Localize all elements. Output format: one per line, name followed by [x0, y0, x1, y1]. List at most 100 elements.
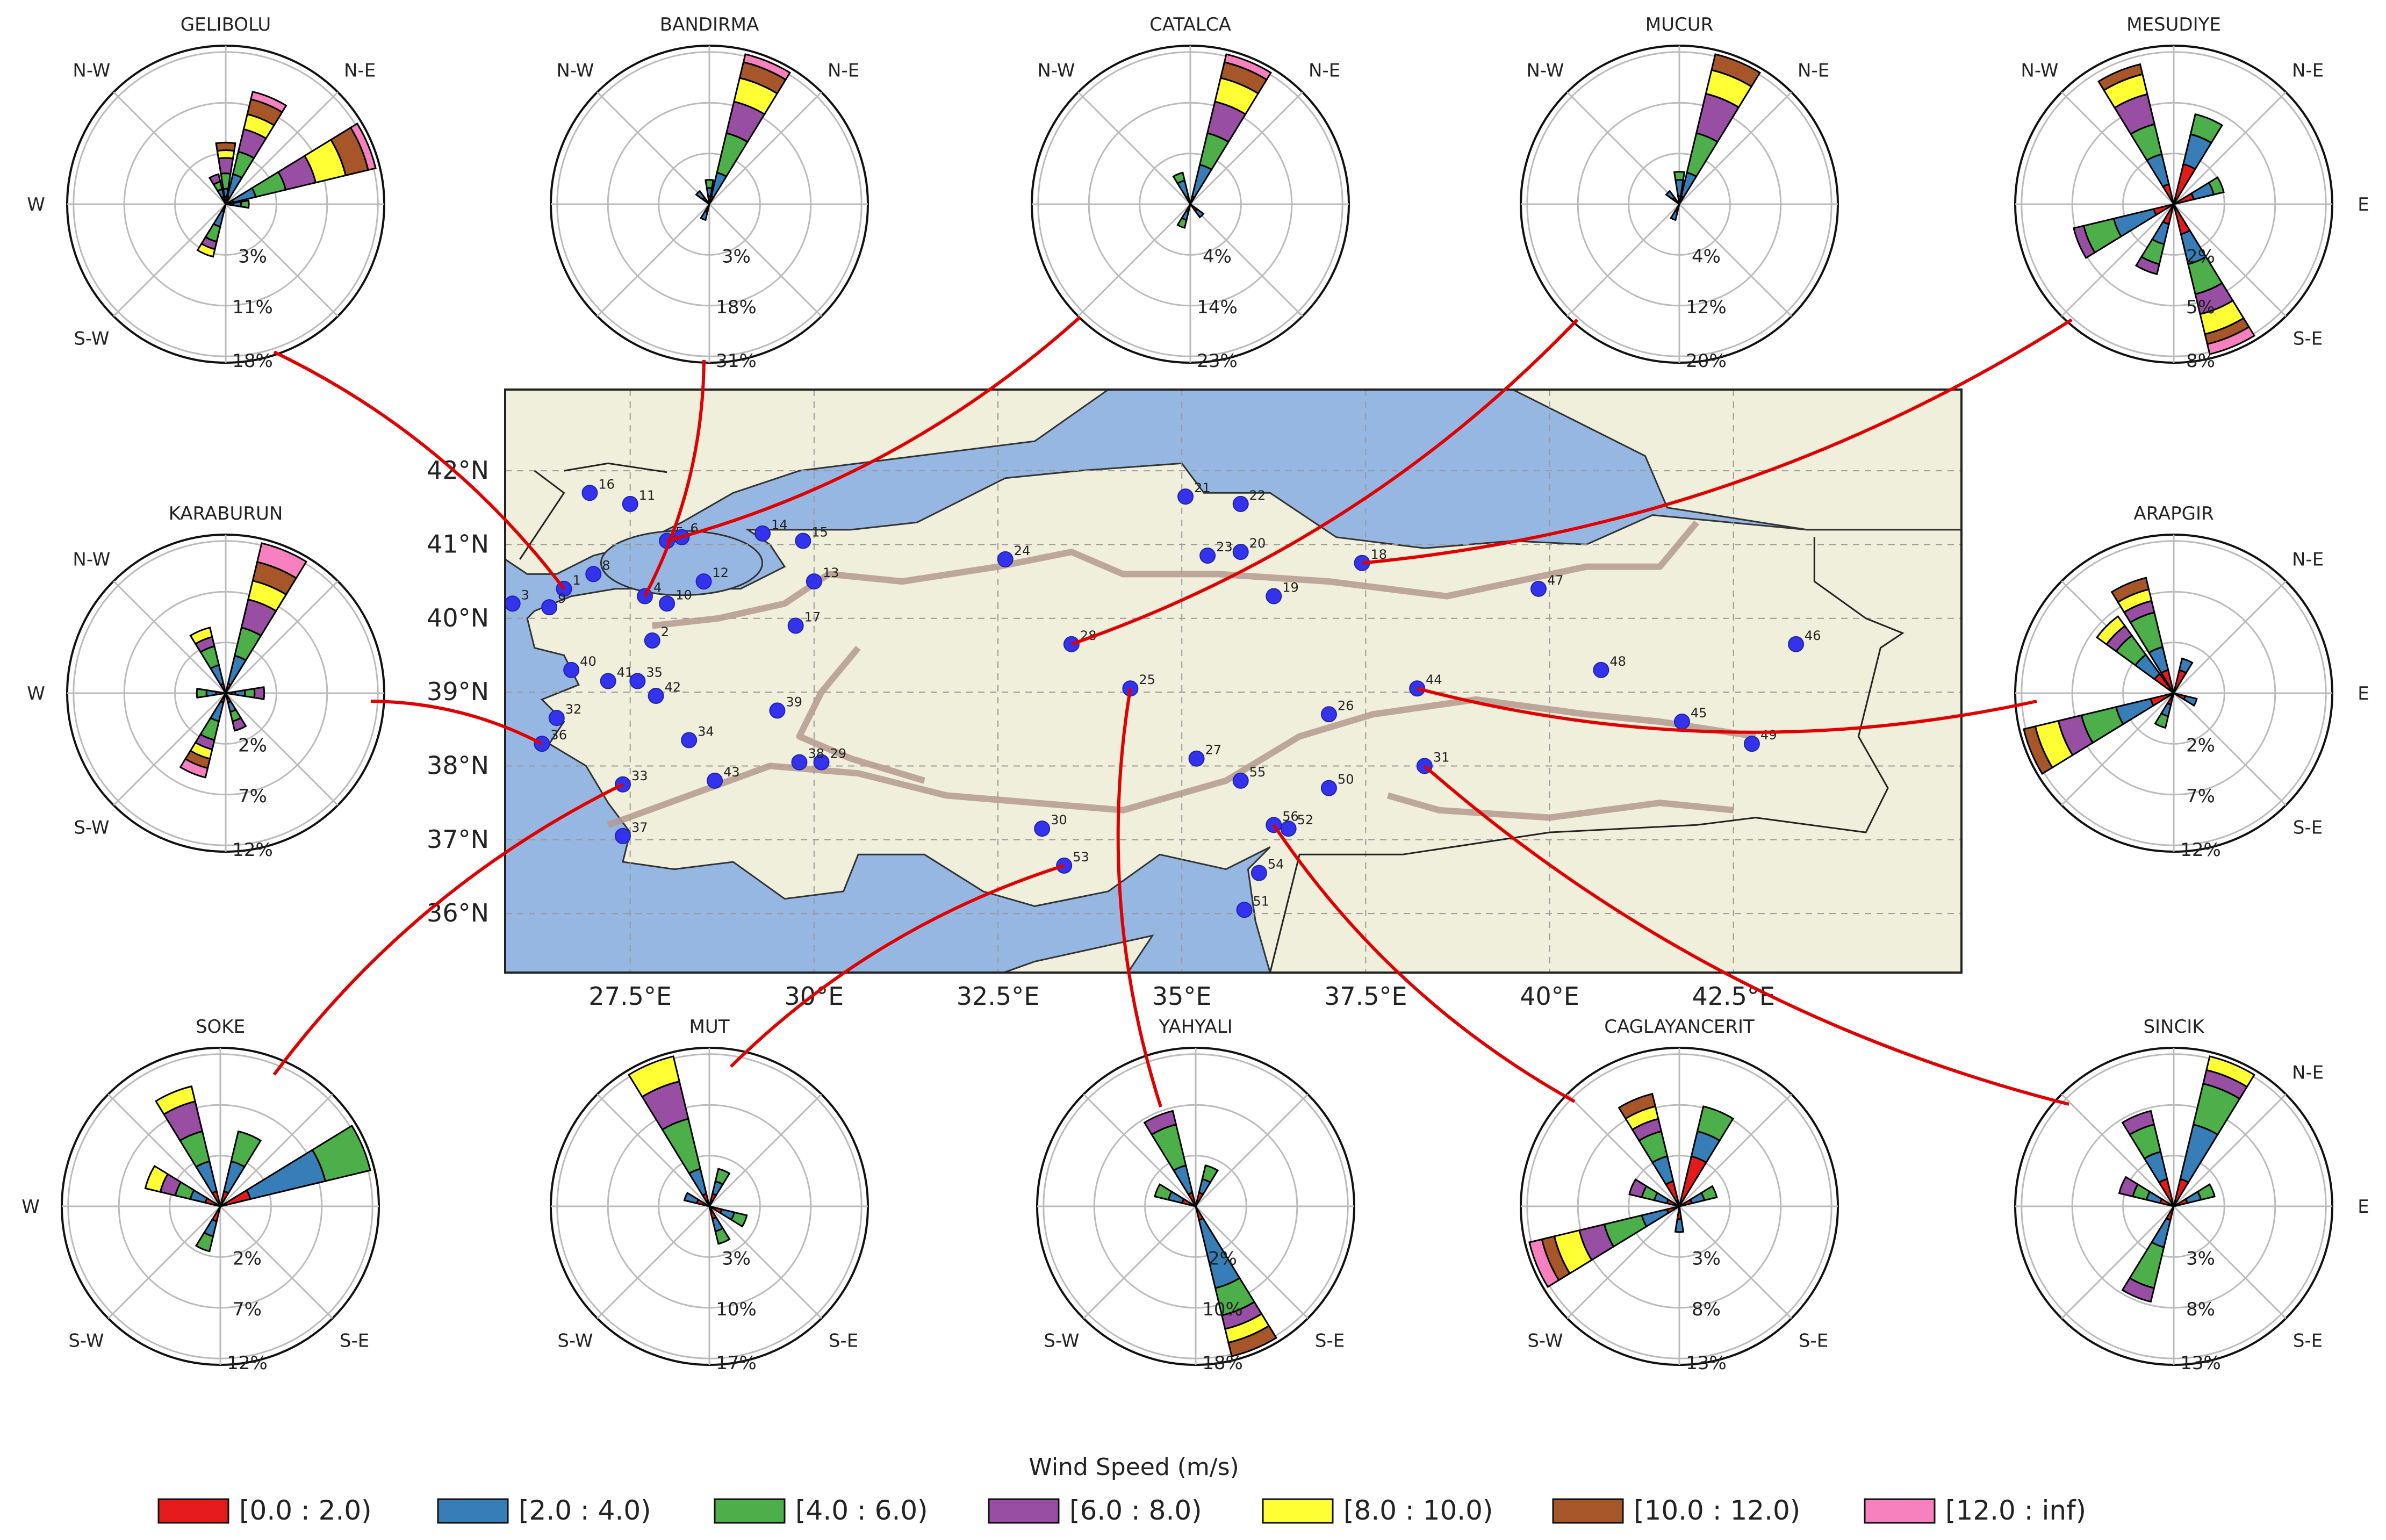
- map-x-tick-label: 27.5°E: [588, 982, 672, 1011]
- station-marker: [806, 573, 822, 590]
- station-marker: [622, 495, 638, 512]
- rose-ring-label: 2%: [2186, 735, 2215, 757]
- station-label: 2: [661, 624, 669, 639]
- rose-direction-label: E: [2358, 683, 2369, 704]
- rose-petal-segment: [253, 686, 265, 700]
- rose-petal-segment: [2118, 1176, 2139, 1198]
- rose-petal-segment: [1618, 1092, 1657, 1120]
- rose-petal-segment: [2135, 255, 2161, 276]
- rose-title: ARAPGIR: [2133, 503, 2213, 524]
- rose-direction-label: N-W: [1037, 60, 1075, 81]
- station-label: 9: [558, 591, 566, 606]
- station-label: 33: [631, 768, 648, 783]
- station-marker: [1266, 588, 1282, 605]
- rose-petal-segment: [215, 141, 236, 152]
- rose-petal-segment: [1528, 1238, 1560, 1289]
- rose-spoke: [219, 1205, 333, 1319]
- station-label: 46: [1805, 628, 1821, 643]
- rose-petal-segment: [1227, 1325, 1278, 1357]
- rose-petal-segment: [714, 1168, 731, 1186]
- rose-petal-segment: [1670, 210, 1679, 221]
- rose-ring-label: 13%: [2180, 1352, 2221, 1374]
- rose-petal-segment: [205, 689, 217, 697]
- station-marker: [1320, 706, 1337, 723]
- connector-line: [666, 315, 1082, 543]
- map-x-tick-label: 40°E: [1520, 982, 1579, 1011]
- station-label: 3: [521, 587, 529, 602]
- station-label: 24: [1014, 543, 1031, 558]
- rose-spoke: [1195, 1205, 1309, 1319]
- station-label: 23: [1216, 539, 1233, 555]
- rose-direction-label: S-W: [1527, 1330, 1563, 1352]
- rose-direction-label: W: [27, 194, 45, 215]
- rose-spoke: [2173, 692, 2287, 806]
- station-marker: [1593, 661, 1609, 678]
- rose-title: MUT: [689, 1016, 730, 1038]
- rose-petal-segment: [2208, 176, 2225, 196]
- rose-petal-segment: [195, 1231, 214, 1253]
- border-south-east: [1269, 537, 1905, 973]
- station-marker: [997, 551, 1014, 567]
- rose-spoke: [225, 580, 339, 694]
- station-marker: [695, 573, 712, 590]
- rose-ring-label: 4%: [1203, 246, 1232, 268]
- rose-direction-label: N-E: [1798, 60, 1829, 81]
- legend-swatch: [714, 1498, 786, 1524]
- rose-direction-label: N-W: [556, 60, 594, 81]
- rose-direction-label: S-W: [74, 328, 109, 350]
- connector-line: [643, 359, 706, 597]
- legend-label: [8.0 : 10.0): [1343, 1495, 1493, 1526]
- rose-direction-label: S-W: [68, 1330, 104, 1352]
- station-label: 44: [1426, 672, 1442, 687]
- legend-label: [6.0 : 8.0): [1069, 1495, 1202, 1526]
- rose-spoke: [2061, 1205, 2175, 1319]
- rose-petal-segment: [250, 90, 288, 113]
- rose-spoke: [107, 1205, 221, 1319]
- station-label: 21: [1194, 480, 1211, 495]
- connector-line: [273, 350, 565, 590]
- rose-spoke: [596, 1093, 710, 1207]
- connector-line: [1272, 824, 1576, 1103]
- rose-spoke: [1678, 203, 1792, 317]
- station-marker: [581, 485, 598, 501]
- windrose-mesudiye: MESUDIYE 2% 5% 8% N-W N-E E S-E: [2014, 14, 2369, 372]
- station-label: 25: [1139, 672, 1155, 687]
- station-marker: [754, 525, 771, 542]
- station-label: 39: [786, 694, 802, 709]
- rose-spoke: [1566, 91, 1680, 205]
- map-y-tick-label: 39°N: [427, 677, 489, 706]
- rose-petal-segment: [2206, 326, 2256, 355]
- station-marker: [1280, 821, 1297, 837]
- rose-spoke: [708, 203, 822, 317]
- legend-swatch: [1262, 1498, 1334, 1524]
- rose-spoke: [1083, 1205, 1197, 1319]
- rose-petal-segment: [256, 542, 308, 579]
- rose-spoke: [107, 1093, 221, 1207]
- station-label: 14: [771, 517, 788, 532]
- rose-direction-label: S-E: [2293, 1330, 2323, 1352]
- station-marker: [1673, 714, 1690, 730]
- rose-petal-segment: [196, 242, 216, 258]
- rose-ring-label: 12%: [227, 1352, 268, 1374]
- rose-ring-label: 12%: [1686, 297, 1727, 318]
- rose-spoke: [1189, 203, 1303, 317]
- station-label: 36: [550, 728, 567, 743]
- map-frame: [504, 388, 1963, 974]
- rose-spoke: [596, 91, 710, 205]
- station-marker: [563, 661, 580, 678]
- rose-spoke: [2061, 1093, 2175, 1207]
- connector-line: [370, 700, 543, 745]
- map-y-tick-label: 42°N: [427, 456, 489, 485]
- land-caucasus: [1512, 390, 1961, 531]
- rose-ring-label: 3%: [722, 1248, 751, 1270]
- rose-petal-segment: [695, 190, 706, 201]
- station-label: 56: [1282, 809, 1299, 824]
- map-x-tick-label: 35°E: [1152, 982, 1212, 1011]
- rose-direction-label: S-E: [1315, 1330, 1345, 1352]
- rose-ring-label: 3%: [1692, 1248, 1721, 1270]
- station-label: 49: [1760, 728, 1777, 743]
- legend-label: [4.0 : 6.0): [795, 1495, 928, 1526]
- rose-spoke: [1189, 91, 1303, 205]
- connector-line: [1423, 765, 2069, 1106]
- rose-ring-label: 11%: [232, 297, 273, 318]
